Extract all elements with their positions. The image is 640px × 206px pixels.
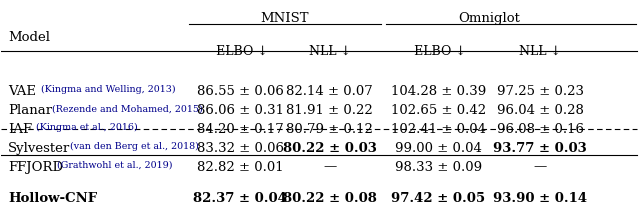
Text: 96.04 ± 0.28: 96.04 ± 0.28 <box>497 104 584 117</box>
Text: 96.08 ± 0.16: 96.08 ± 0.16 <box>497 123 584 136</box>
Text: FFJORD: FFJORD <box>8 160 63 173</box>
Text: (van den Berg et al., 2018): (van den Berg et al., 2018) <box>67 142 199 151</box>
Text: NLL ↓: NLL ↓ <box>519 44 561 57</box>
Text: -ELBO ↓: -ELBO ↓ <box>410 44 466 57</box>
Text: 98.33 ± 0.09: 98.33 ± 0.09 <box>395 160 482 173</box>
Text: Sylvester: Sylvester <box>8 142 70 155</box>
Text: Omniglot: Omniglot <box>458 12 520 25</box>
Text: IAF: IAF <box>8 123 33 136</box>
Text: 86.55 ± 0.06: 86.55 ± 0.06 <box>196 85 284 98</box>
Text: 93.90 ± 0.14: 93.90 ± 0.14 <box>493 192 588 205</box>
Text: 97.25 ± 0.23: 97.25 ± 0.23 <box>497 85 584 98</box>
Text: 93.77 ± 0.03: 93.77 ± 0.03 <box>493 142 587 155</box>
Text: —: — <box>323 160 336 173</box>
Text: 84.20 ± 0.17: 84.20 ± 0.17 <box>196 123 284 136</box>
Text: Hollow-CNF: Hollow-CNF <box>8 192 97 205</box>
Text: 83.32 ± 0.06: 83.32 ± 0.06 <box>196 142 284 155</box>
Text: VAE: VAE <box>8 85 36 98</box>
Text: -ELBO ↓: -ELBO ↓ <box>212 44 268 57</box>
Text: 80.79 ± 0.12: 80.79 ± 0.12 <box>286 123 373 136</box>
Text: 82.82 ± 0.01: 82.82 ± 0.01 <box>197 160 284 173</box>
Text: 82.37 ± 0.04: 82.37 ± 0.04 <box>193 192 287 205</box>
Text: 80.22 ± 0.03: 80.22 ± 0.03 <box>283 142 376 155</box>
Text: (Kingma and Welling, 2013): (Kingma and Welling, 2013) <box>38 85 175 94</box>
Text: 99.00 ± 0.04: 99.00 ± 0.04 <box>395 142 481 155</box>
Text: 81.91 ± 0.22: 81.91 ± 0.22 <box>286 104 373 117</box>
Text: 97.42 ± 0.05: 97.42 ± 0.05 <box>391 192 485 205</box>
Text: 102.65 ± 0.42: 102.65 ± 0.42 <box>390 104 486 117</box>
Text: (Kingma et al., 2016): (Kingma et al., 2016) <box>33 123 138 132</box>
Text: NLL ↓: NLL ↓ <box>308 44 351 57</box>
Text: 80.22 ± 0.08: 80.22 ± 0.08 <box>283 192 376 205</box>
Text: 102.41 ± 0.04: 102.41 ± 0.04 <box>390 123 486 136</box>
Text: (Rezende and Mohamed, 2015): (Rezende and Mohamed, 2015) <box>49 104 202 113</box>
Text: 104.28 ± 0.39: 104.28 ± 0.39 <box>390 85 486 98</box>
Text: (Grathwohl et al., 2019): (Grathwohl et al., 2019) <box>54 160 173 170</box>
Text: 86.06 ± 0.31: 86.06 ± 0.31 <box>196 104 284 117</box>
Text: —: — <box>534 160 547 173</box>
Text: Model: Model <box>8 31 51 44</box>
Text: Planar: Planar <box>8 104 52 117</box>
Text: 82.14 ± 0.07: 82.14 ± 0.07 <box>286 85 373 98</box>
Text: MNIST: MNIST <box>260 12 309 25</box>
